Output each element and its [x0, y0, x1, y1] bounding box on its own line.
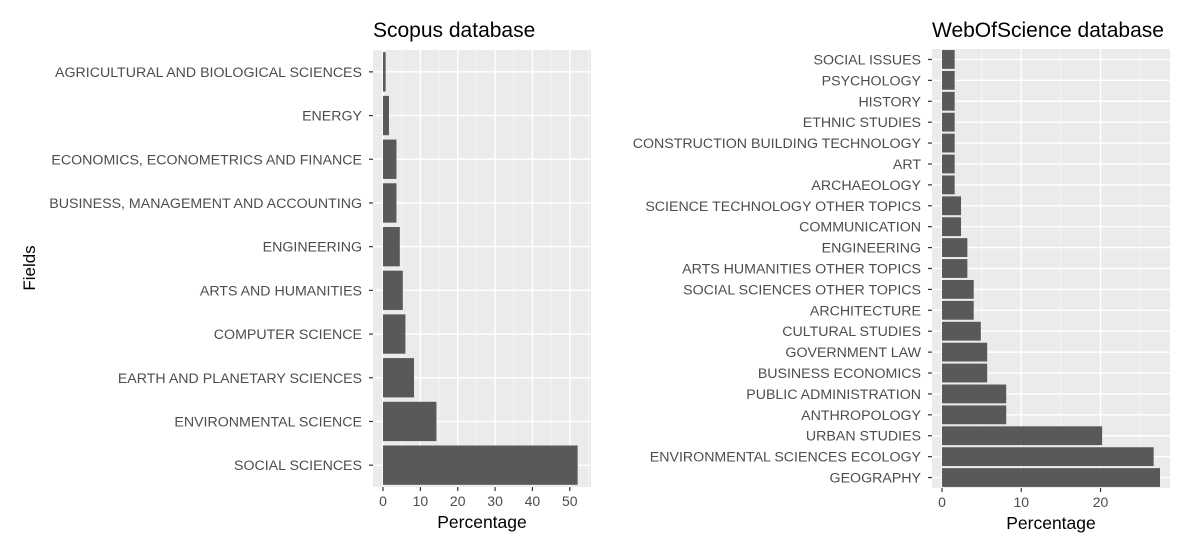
y-tick-label: GOVERNMENT LAW	[785, 345, 921, 361]
bar	[942, 112, 955, 132]
y-tick-label: SOCIAL SCIENCES OTHER TOPICS	[683, 282, 921, 298]
x-tick-label: 0	[938, 494, 946, 510]
chart-title: Scopus database	[373, 19, 535, 42]
bar	[942, 447, 1154, 467]
bar	[942, 300, 974, 320]
y-tick-label: ENGINEERING	[263, 240, 362, 256]
bar	[942, 50, 955, 69]
bar	[942, 91, 955, 111]
bar	[383, 95, 389, 136]
x-tick-label: 0	[379, 493, 387, 509]
y-tick-label: PSYCHOLOGY	[822, 73, 922, 89]
bar	[942, 154, 955, 174]
y-tick-label: ECONOMICS, ECONOMETRICS AND FINANCE	[51, 152, 362, 168]
x-axis-title: Percentage	[1006, 513, 1096, 533]
bar	[942, 321, 981, 341]
x-axis-title: Percentage	[437, 512, 527, 532]
x-tick-label: 40	[525, 493, 541, 509]
y-tick-label: ANTHROPOLOGY	[801, 408, 921, 424]
y-tick-label: AGRICULTURAL AND BIOLOGICAL SCIENCES	[55, 65, 362, 81]
y-tick-label: ARCHAEOLOGY	[811, 178, 921, 194]
y-tick-label: ART	[893, 157, 921, 173]
bar	[942, 70, 955, 90]
bar	[383, 401, 437, 442]
y-tick-label: ENERGY	[302, 109, 362, 125]
x-tick-label: 30	[487, 493, 503, 509]
y-axis-label: Fields	[20, 245, 39, 290]
y-tick-label: SOCIAL SCIENCES	[234, 458, 362, 474]
x-tick-label: 10	[1013, 494, 1029, 510]
y-tick-label: COMMUNICATION	[799, 220, 921, 236]
bar	[942, 363, 988, 383]
y-tick-label: ARCHITECTURE	[810, 303, 921, 319]
y-tick-label: BUSINESS, MANAGEMENT AND ACCOUNTING	[49, 196, 362, 212]
y-tick-label: HISTORY	[858, 94, 921, 110]
bar	[383, 445, 578, 485]
y-tick-label: ETHNIC STUDIES	[803, 115, 921, 131]
bar	[942, 217, 962, 237]
bar	[942, 468, 1160, 487]
bar	[942, 133, 955, 153]
y-tick-label: SOCIAL ISSUES	[814, 52, 922, 68]
chart-title: WebOfScience database	[932, 19, 1164, 42]
bar	[942, 405, 1007, 425]
bar	[383, 183, 397, 223]
bar	[383, 314, 406, 354]
y-tick-label: COMPUTER SCIENCE	[214, 327, 362, 343]
y-tick-label: EARTH AND PLANETARY SCIENCES	[118, 371, 362, 387]
y-tick-label: PUBLIC ADMINISTRATION	[746, 387, 921, 403]
y-tick-label: GEOGRAPHY	[830, 471, 922, 487]
y-tick-label: ENVIRONMENTAL SCIENCE	[174, 414, 362, 430]
x-tick-label: 20	[1093, 494, 1109, 510]
y-tick-label: ENGINEERING	[822, 241, 921, 257]
y-tick-label: ENVIRONMENTAL SCIENCES ECOLOGY	[650, 450, 922, 466]
bar	[383, 52, 386, 92]
y-tick-label: CONSTRUCTION BUILDING TECHNOLOGY	[633, 136, 922, 152]
bar	[942, 238, 968, 258]
y-tick-label: URBAN STUDIES	[806, 429, 921, 445]
bar	[942, 426, 1103, 446]
bar	[383, 270, 403, 311]
bar	[383, 226, 400, 267]
chart-panel-wos: SOCIAL ISSUES PSYCHOLOGY HISTORY ETHNIC STU…	[633, 19, 1170, 533]
y-tick-label: CULTURAL STUDIES	[782, 324, 921, 340]
bar	[942, 342, 988, 362]
y-tick-label: ARTS HUMANITIES OTHER TOPICS	[682, 262, 921, 278]
bar	[383, 358, 415, 398]
bar	[942, 384, 1007, 404]
y-tick-label: BUSINESS ECONOMICS	[758, 366, 921, 382]
y-tick-label: SCIENCE TECHNOLOGY OTHER TOPICS	[645, 199, 921, 215]
x-tick-label: 20	[450, 493, 466, 509]
bar	[383, 139, 397, 179]
bar	[942, 196, 962, 216]
chart-panel-scopus: AGRICULTURAL AND BIOLOGICAL SCIENCES ENER…	[49, 19, 591, 532]
bar	[942, 279, 974, 299]
y-tick-label: ARTS AND HUMANITIES	[200, 283, 362, 299]
x-tick-label: 50	[562, 493, 578, 509]
bar	[942, 259, 968, 278]
x-tick-label: 10	[413, 493, 429, 509]
bar	[942, 175, 955, 195]
